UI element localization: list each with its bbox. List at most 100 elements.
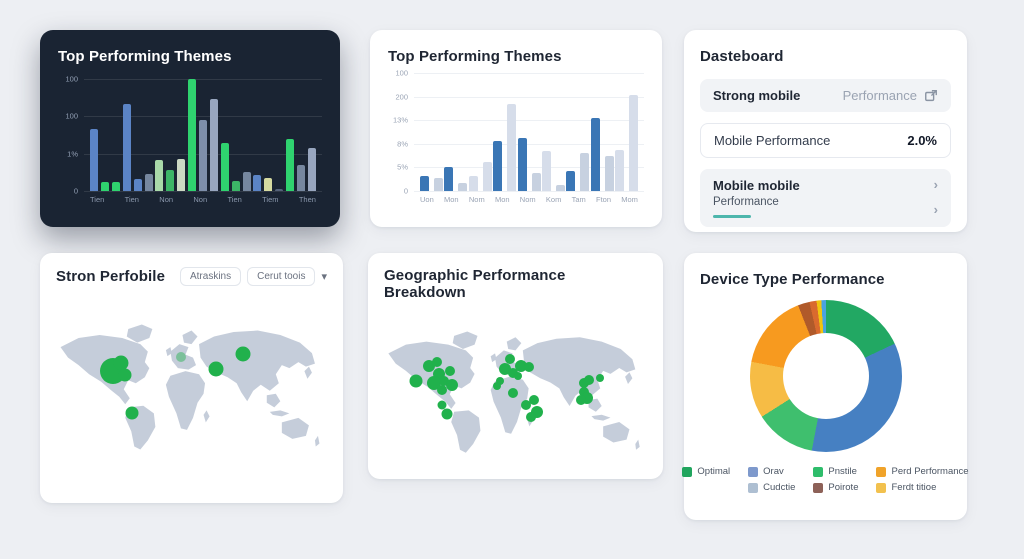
bar-group bbox=[90, 79, 120, 191]
map-marker bbox=[595, 373, 604, 382]
card-top-performing-themes-dark: Top Performing Themes 100 100 1% 0 Tien Tien N… bbox=[40, 30, 340, 227]
row-label: Strong mobile bbox=[713, 88, 801, 103]
bars bbox=[285, 79, 316, 191]
bars bbox=[444, 73, 468, 191]
y-tick-label: 13% bbox=[392, 115, 408, 125]
x-tick-label: Fton bbox=[595, 195, 611, 204]
map-marker bbox=[514, 372, 523, 381]
row-value: 2.0% bbox=[907, 133, 937, 148]
chevron-down-icon[interactable]: ▾ bbox=[321, 271, 327, 283]
legend-item: Perd Performance bbox=[876, 466, 969, 477]
bar bbox=[517, 137, 527, 191]
donut-area bbox=[700, 300, 951, 452]
bar bbox=[434, 178, 443, 191]
bar-chart-plot: 100 200 13% 8% 5% 0 bbox=[388, 69, 644, 196]
gridline bbox=[84, 79, 322, 80]
legend-swatch bbox=[748, 466, 759, 477]
x-tick-label: Tam bbox=[571, 195, 586, 204]
x-axis-labels: Tien Tien Non Non Tien Tiem Then bbox=[58, 191, 322, 204]
map-marker bbox=[526, 412, 537, 423]
x-tick-label: Mon bbox=[444, 195, 459, 204]
dash-row-strong-mobile[interactable]: Strong mobile Performance bbox=[700, 79, 951, 112]
map-marker bbox=[118, 368, 132, 382]
bar-group bbox=[253, 79, 284, 191]
bar bbox=[590, 117, 600, 191]
bar bbox=[507, 103, 517, 191]
legend-label: Orav bbox=[763, 466, 784, 477]
chevron-right-icon[interactable]: › bbox=[933, 177, 938, 192]
legend-column: Orav Cudctie bbox=[748, 466, 795, 493]
teal-progress-bar bbox=[713, 215, 751, 218]
bar bbox=[209, 99, 218, 191]
legend-item: Ferdt titioe bbox=[876, 482, 968, 493]
map-marker bbox=[495, 377, 504, 386]
bars bbox=[517, 73, 541, 191]
bar bbox=[296, 165, 305, 191]
x-tick-label: Nom bbox=[519, 195, 536, 204]
map-marker bbox=[505, 353, 516, 364]
card-title: Stron Perfobile bbox=[56, 268, 166, 285]
dash-row-mobile-performance[interactable]: Mobile Performance 2.0% bbox=[700, 123, 951, 158]
card-top-performing-themes-light: Top Performing Themes 100 200 13% 8% 5% 0 Uon M… bbox=[370, 30, 662, 227]
x-tick-label: Tien bbox=[227, 195, 242, 204]
card-stron-perfobile: Stron Perfobile Atraskins Cerut toois ▾ bbox=[40, 253, 343, 503]
legend-label: Pnstile bbox=[828, 466, 857, 477]
gridline bbox=[414, 73, 644, 74]
bars bbox=[90, 79, 120, 191]
map-marker bbox=[444, 365, 455, 376]
legend-swatch bbox=[813, 482, 824, 493]
map-marker bbox=[584, 374, 595, 385]
light-bar-chart: 100 200 13% 8% 5% 0 Uon Mon Nom Mon Nom Kom Tam Fton M… bbox=[388, 69, 644, 204]
map-marker bbox=[507, 388, 518, 399]
bar-group bbox=[285, 79, 316, 191]
y-tick-label: 200 bbox=[395, 92, 408, 102]
bar bbox=[187, 79, 196, 191]
map-marker bbox=[431, 357, 442, 368]
external-link-icon[interactable] bbox=[924, 89, 938, 103]
x-tick-label: Non bbox=[193, 195, 208, 204]
row-chevrons: › › bbox=[934, 178, 938, 216]
y-tick-label: 100 bbox=[65, 111, 78, 121]
y-tick-label: 0 bbox=[403, 186, 408, 196]
legend-column: Optimal bbox=[682, 466, 730, 493]
bar bbox=[242, 171, 251, 191]
map-card-header: Geographic Performance Breakdown bbox=[384, 267, 647, 301]
legend-item: Pnstile bbox=[813, 466, 858, 477]
bar bbox=[155, 159, 164, 191]
bars bbox=[468, 73, 492, 191]
world-map-large bbox=[384, 309, 647, 481]
atraskins-button[interactable]: Atraskins bbox=[179, 267, 242, 286]
dashboard-rows: Strong mobile Performance Mobile Perform… bbox=[700, 79, 951, 227]
bar bbox=[166, 169, 175, 191]
dash-row-mobile-mobile[interactable]: Mobile mobile Performance › › bbox=[700, 169, 951, 227]
bar bbox=[101, 182, 109, 191]
world-map bbox=[60, 324, 320, 450]
bar bbox=[555, 185, 565, 191]
legend-label: Poirote bbox=[828, 482, 859, 493]
bar-group bbox=[122, 79, 153, 191]
bars bbox=[155, 79, 186, 191]
x-tick-label: Tien bbox=[90, 195, 105, 204]
gridline bbox=[414, 167, 644, 169]
map-marker bbox=[578, 377, 589, 388]
bar-group bbox=[187, 79, 218, 191]
plot-area bbox=[84, 79, 322, 192]
bar bbox=[112, 182, 120, 191]
bars bbox=[590, 73, 614, 191]
bar bbox=[531, 173, 541, 191]
y-tick-label: 5% bbox=[397, 162, 408, 172]
bar-groups bbox=[84, 79, 322, 191]
bars bbox=[615, 73, 638, 191]
bar bbox=[122, 103, 131, 191]
bar bbox=[220, 142, 229, 191]
y-tick-label: 100 bbox=[65, 74, 78, 84]
map-marker bbox=[125, 406, 139, 420]
card-title: Geographic Performance Breakdown bbox=[384, 267, 566, 301]
bar bbox=[253, 175, 262, 191]
bar-group bbox=[493, 73, 517, 191]
x-tick-label: Mom bbox=[621, 195, 638, 204]
chevron-right-icon[interactable]: › bbox=[933, 202, 938, 217]
bars bbox=[253, 79, 284, 191]
cerut-toois-button[interactable]: Cerut toois bbox=[247, 267, 316, 286]
card-title: Top Performing Themes bbox=[58, 48, 232, 65]
